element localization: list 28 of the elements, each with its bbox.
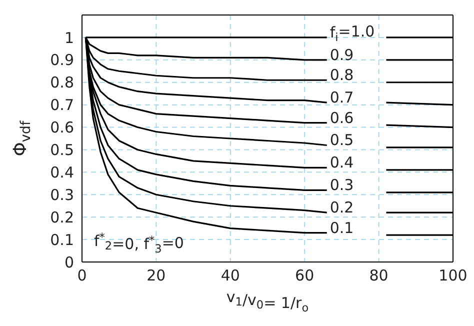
x-axis-title: v$_{1}$/v$_{0}$= 1/r$_{o}$	[226, 288, 309, 315]
x-tick-label: 80	[369, 266, 388, 285]
series-label: 0.8	[330, 66, 354, 84]
series-label: 0.2	[330, 198, 354, 217]
y-tick-label: 0.8	[50, 74, 74, 92]
x-tick-label: 100	[438, 266, 468, 285]
y-tick-label: 0.5	[50, 141, 74, 160]
series-label: 0.1	[330, 218, 354, 237]
x-tick-label: 20	[146, 266, 166, 285]
series-label: 0.6	[330, 108, 354, 127]
y-tick-label: 0.1	[50, 230, 74, 249]
x-tick-label: 0	[77, 266, 87, 285]
y-tick-label: 0	[64, 253, 74, 272]
series-label: f$_{i}$=1.0	[330, 22, 375, 44]
x-tick-label: 40	[220, 266, 240, 285]
series-label: 0.4	[330, 154, 354, 172]
y-tick-label: 0.9	[50, 51, 74, 70]
series-label: 0.7	[330, 88, 354, 107]
y-tick-label: 0.4	[50, 164, 74, 182]
y-tick-label: 0.3	[50, 186, 74, 204]
series-label: 0.3	[330, 176, 354, 194]
x-tick-label: 60	[295, 266, 314, 285]
y-tick-label: 1	[64, 28, 74, 47]
y-tick-label: 0.7	[50, 96, 74, 114]
series-label: 0.9	[330, 46, 354, 64]
series-label: 0.5	[330, 131, 354, 150]
y-tick-label: 0.6	[50, 118, 74, 137]
y-tick-label: 0.2	[50, 208, 74, 226]
